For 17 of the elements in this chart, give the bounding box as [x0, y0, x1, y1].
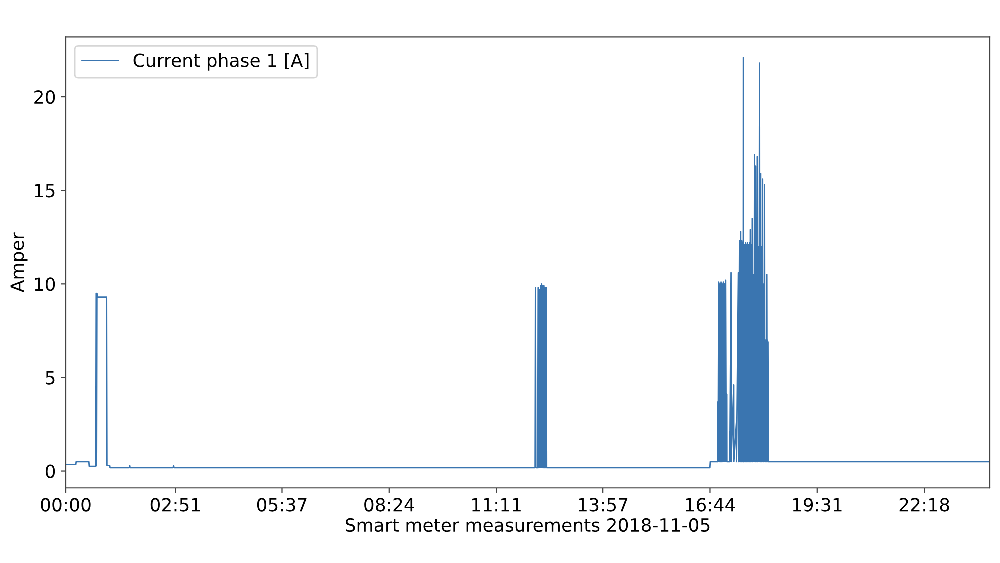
y-tick-label: 10: [35, 278, 56, 292]
legend-label: Current phase 1 [A]: [134, 53, 309, 71]
x-tick-label: 13:57: [579, 498, 628, 512]
x-axis-title: Smart meter measurements 2018-11-05: [346, 518, 710, 532]
y-tick-label: 0: [46, 464, 56, 478]
x-tick-label: 02:51: [150, 498, 200, 512]
x-tick-label: 08:24: [364, 498, 414, 512]
y-tick-label: 20: [34, 90, 56, 104]
x-tick-label: 16:44: [686, 498, 736, 512]
x-tick-label: 05:37: [257, 498, 307, 512]
x-tick-label: 11:11: [472, 498, 521, 512]
y-tick-label: 15: [35, 184, 55, 198]
x-tick-label: 00:00: [41, 498, 91, 512]
x-tick-label: 22:18: [900, 498, 950, 512]
y-axis-title: Amper: [10, 232, 28, 292]
y-tick-label: 5: [46, 371, 55, 385]
x-tick-label: 19:31: [793, 498, 842, 512]
